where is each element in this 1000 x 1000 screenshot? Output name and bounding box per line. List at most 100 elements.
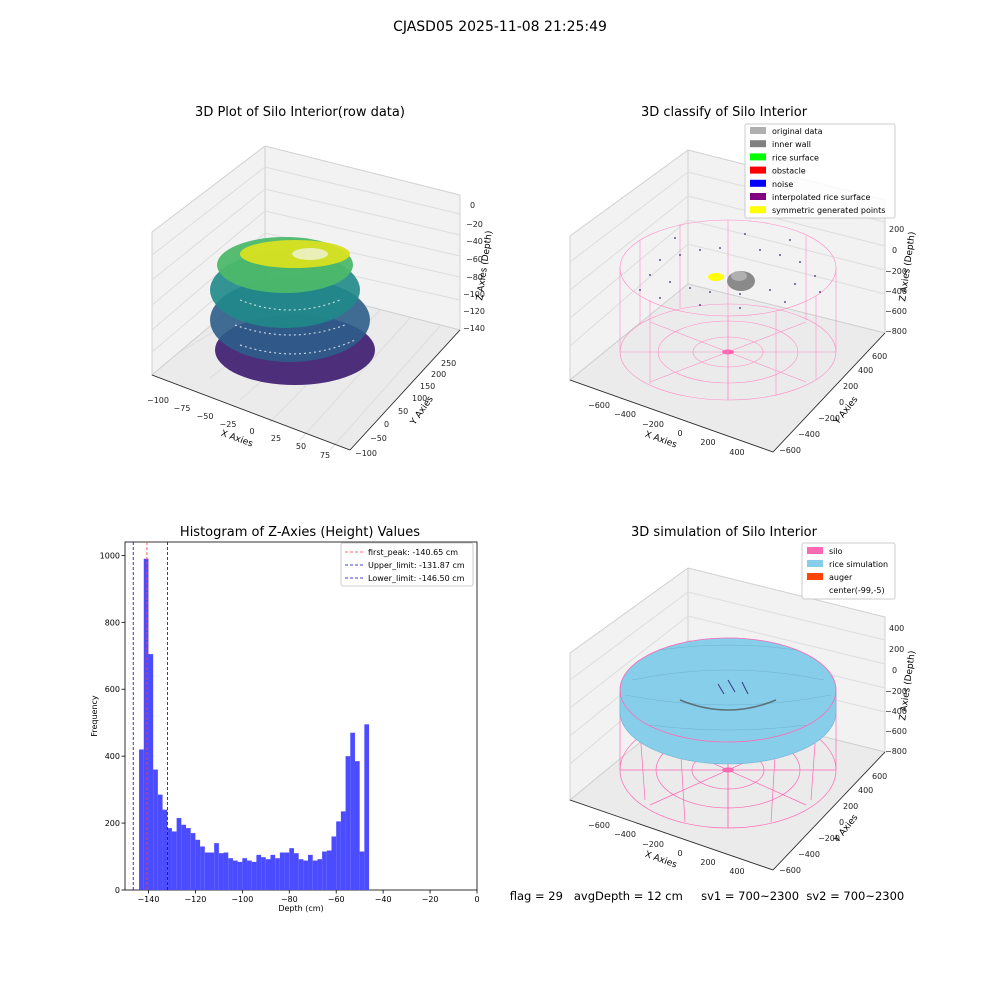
raw-data-x-tick: 50 [296, 442, 306, 451]
histogram-bar [261, 857, 266, 890]
simulation-x-tick: 0 [677, 849, 682, 858]
histogram-y-tick-label: 1000 [100, 551, 120, 560]
classify-z-ticks: 200 0 −200 −400 −600 −800 [885, 225, 907, 336]
classify-y-tick: 400 [858, 366, 873, 375]
simulation-y-ticks: −600 −400 −200 0 200 400 600 [779, 772, 887, 875]
raw-data-z-tick: −40 [466, 237, 483, 246]
classify-legend-label: interpolated rice surface [772, 193, 870, 202]
histogram-bar [171, 831, 177, 890]
classify-x-ticks: −600 −400 −200 0 200 400 [588, 401, 745, 457]
status-line: flag = 29 avgDepth = 12 cm sv1 = 700~230… [510, 889, 905, 903]
histogram-y-tick-label: 600 [105, 685, 120, 694]
raw-data-y-tick: 100 [412, 394, 427, 403]
histogram-title: Histogram of Z-Axies (Height) Values [180, 525, 420, 540]
raw-data-x-tick: −100 [147, 396, 169, 405]
histogram-bar [322, 851, 327, 890]
histogram-bar [289, 848, 294, 890]
raw-data-z-tick: −100 [463, 290, 485, 299]
raw-data-y-tick: 200 [431, 370, 446, 379]
simulation-z-tick: −800 [885, 747, 907, 756]
histogram-bar [331, 836, 337, 890]
raw-data-z-tick: −60 [466, 255, 483, 264]
histogram-reference-lines [132, 542, 168, 890]
histogram-bar [354, 761, 360, 890]
histogram-bars [139, 558, 370, 890]
histogram-legend-box [340, 542, 474, 587]
classify-x-tick: −400 [614, 410, 636, 419]
simulation-z-tick: 400 [889, 624, 904, 633]
simulation-z-tick: −200 [885, 687, 907, 696]
histogram-y-ticks: 0 200 400 600 800 1000 [100, 551, 125, 895]
simulation-z-tick: −600 [885, 727, 907, 736]
raw-data-y-ticks: −100 −50 0 50 100 150 200 250 [355, 359, 456, 458]
simulation-legend-swatch [807, 547, 823, 554]
simulation-rice-surface [619, 637, 837, 773]
histogram-x-tick-label: −140 [137, 895, 159, 904]
histogram-bar [326, 850, 332, 890]
histogram-bar [359, 851, 365, 890]
raw-data-z-tick: −20 [466, 220, 483, 229]
classify-legend-swatch [750, 166, 766, 174]
simulation-legend-label: center(-99,-5) [829, 586, 885, 595]
classify-legend-label: rice surface [772, 153, 819, 162]
histogram-bar [312, 860, 318, 890]
classify-y-tick: −400 [798, 430, 820, 439]
raw-data-x-tick: −50 [197, 412, 214, 421]
simulation-z-tick: 200 [889, 645, 904, 654]
histogram-bar [270, 854, 276, 890]
histogram-legend-label: Lower_limit: -146.50 cm [368, 574, 465, 583]
histogram-bar [308, 854, 313, 890]
simulation-legend-swatch [807, 560, 823, 567]
histogram-bar [167, 828, 172, 890]
classify-legend-label: symmetric generated points [772, 206, 885, 215]
raw-data-z-tick: −120 [463, 307, 485, 316]
classify-rice-surface-points [639, 233, 821, 309]
raw-data-y-tick: 50 [398, 407, 408, 416]
histogram-legend: first_peak: -140.65 cm Upper_limit: -131.… [340, 542, 474, 587]
histogram-bar [284, 852, 290, 890]
panel-raw-data: 3D Plot of Silo Interior(row data) 0 −20… [147, 105, 495, 460]
histogram-bar [148, 654, 154, 890]
histogram-x-tick-label: −60 [328, 895, 345, 904]
raw-data-x-tick: 0 [249, 427, 254, 436]
simulation-y-tick: −200 [818, 834, 840, 843]
simulation-x-tick: 400 [729, 867, 744, 876]
simulation-y-tick: −400 [798, 850, 820, 859]
raw-data-z-tick: −80 [466, 273, 483, 282]
raw-data-x-tick: −25 [220, 420, 237, 429]
classify-legend-swatch [750, 206, 766, 214]
histogram-bar [317, 859, 323, 890]
classify-z-tick: −200 [885, 267, 907, 276]
histogram-y-tick-label: 200 [105, 819, 120, 828]
raw-data-y-tick: 250 [441, 359, 456, 368]
histogram-bar [303, 860, 309, 890]
classify-legend-swatch [750, 127, 766, 134]
simulation-y-tick: 200 [843, 802, 858, 811]
histogram-legend-label: Upper_limit: -131.87 cm [368, 561, 465, 570]
histogram-bar [298, 859, 304, 890]
simulation-x-tick: −200 [642, 840, 664, 849]
histogram-y-tick-label: 400 [105, 752, 120, 761]
raw-data-x-ticks: −100 −75 −50 −25 0 25 50 75 [147, 396, 330, 460]
classify-legend-swatch [750, 179, 766, 187]
classify-legend: original data inner wall rice surface obsta… [744, 123, 896, 219]
classify-legend-label: obstacle [772, 167, 806, 176]
simulation-z-tick: 0 [892, 666, 897, 675]
simulation-legend-label: silo [829, 547, 843, 556]
raw-data-x-tick: −75 [174, 404, 191, 413]
histogram-bar [350, 732, 355, 890]
histogram-bar [181, 824, 187, 890]
histogram-bar [162, 809, 168, 890]
histogram-bar [139, 749, 144, 890]
histogram-x-ticks: −140 −120 −100 −80 −60 −40 −20 0 [137, 890, 480, 904]
classify-legend-box [744, 123, 896, 219]
raw-data-y-tick: 0 [384, 420, 389, 429]
raw-data-x-axis-line [151, 374, 351, 451]
histogram-bar [209, 852, 215, 890]
simulation-legend-box [801, 542, 896, 600]
simulation-y-tick: 0 [839, 818, 844, 827]
panel-simulation: 3D simulation of Silo Interior si [568, 525, 918, 876]
histogram-bar [279, 852, 285, 890]
classify-legend-swatch [750, 153, 766, 161]
